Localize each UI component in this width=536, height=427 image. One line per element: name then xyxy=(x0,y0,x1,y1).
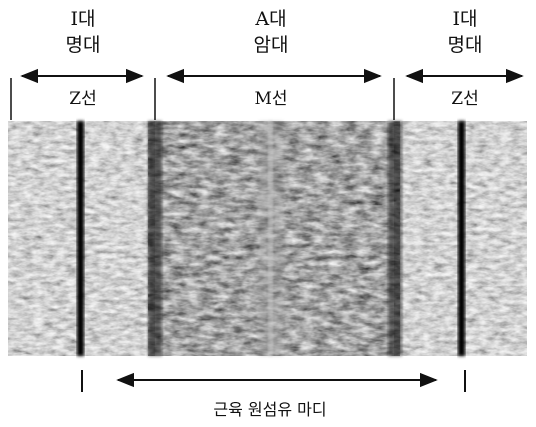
micrograph xyxy=(8,121,527,356)
z-line-right-label: Z선 xyxy=(451,89,479,109)
z-line-left-label: Z선 xyxy=(69,89,97,109)
i-band-right-label: I대 명대 xyxy=(437,6,493,58)
i-band-left-subtitle: 명대 xyxy=(65,34,101,56)
i-band-right-title: I대 xyxy=(452,8,478,30)
a-band-title: A대 xyxy=(255,8,287,30)
i-band-right-subtitle: 명대 xyxy=(447,34,483,56)
sarcomere-label: 근육 원섬유 마디 xyxy=(213,400,327,419)
a-band-subtitle: 암대 xyxy=(253,34,289,56)
i-band-left-title: I대 xyxy=(70,8,96,30)
a-band-label: A대 암대 xyxy=(241,6,301,58)
m-line-label: M선 xyxy=(254,89,288,109)
i-band-left-label: I대 명대 xyxy=(55,6,111,58)
